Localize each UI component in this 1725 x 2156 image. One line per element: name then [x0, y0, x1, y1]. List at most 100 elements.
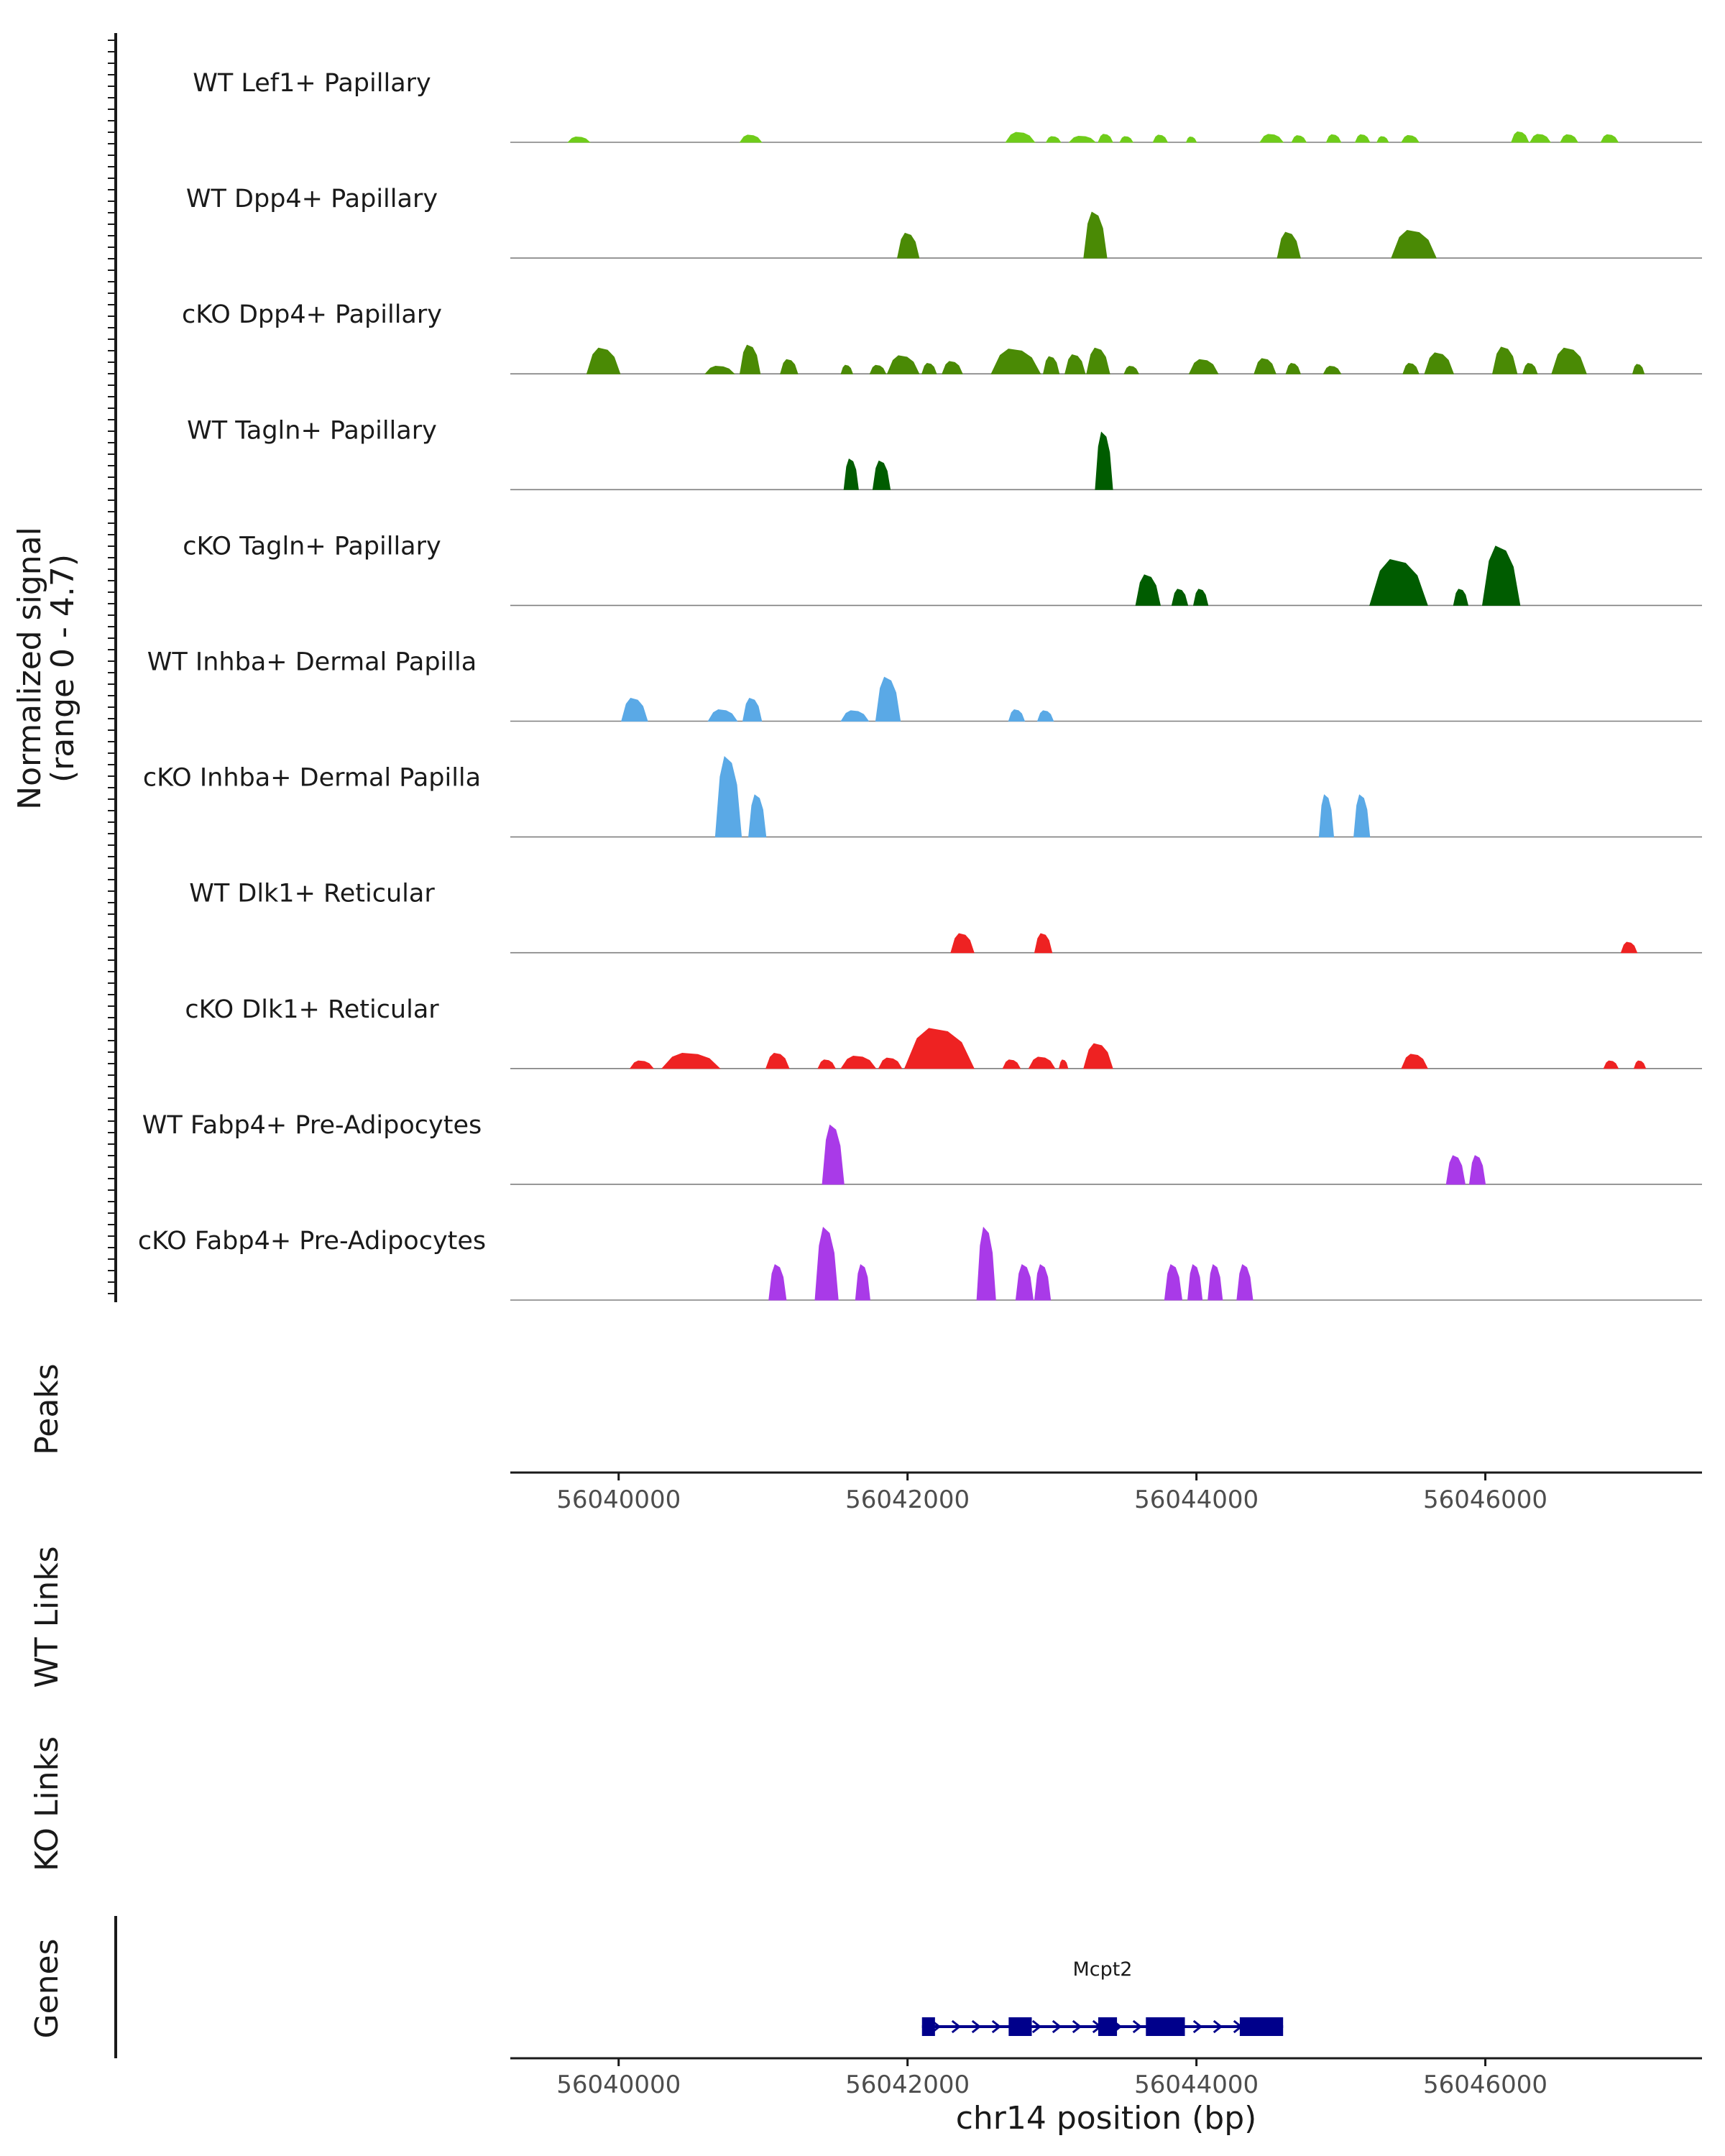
coverage-peak: [886, 355, 920, 374]
coverage-peak: [1322, 366, 1342, 374]
signal-axis-ticks: [108, 40, 116, 1294]
coverage-peak: [1551, 347, 1587, 374]
track: WT Inhba+ Dermal Papilla: [147, 648, 1702, 722]
coverage-peak: [1008, 709, 1026, 722]
bottom-x-axis: 56040000 56042000 56044000 56046000: [510, 2057, 1702, 2099]
coverage-peak: [1036, 710, 1054, 722]
gene-exon: [1098, 2017, 1118, 2036]
coverage-peak: [704, 366, 735, 374]
coverage-peak: [739, 134, 763, 143]
coverage-peak: [1445, 1155, 1466, 1185]
coverage-peak: [990, 349, 1041, 374]
track-label: WT Inhba+ Dermal Papilla: [147, 648, 477, 677]
coverage-peak: [814, 1226, 839, 1301]
coverage-peak: [1083, 211, 1108, 259]
wt-links-panel-title: WT Links: [29, 1546, 65, 1687]
track-label: WT Dpp4+ Papillary: [186, 185, 438, 213]
track: cKO Dlk1+ Reticular: [185, 995, 1702, 1069]
track-label: cKO Fabp4+ Pre-Adipocytes: [138, 1227, 486, 1256]
coverage-peak: [1369, 559, 1428, 606]
coverage-peak: [1401, 1054, 1428, 1069]
coverage-peak: [1236, 1264, 1254, 1301]
track: WT Dpp4+ Papillary: [186, 185, 1702, 259]
track-label: WT Fabp4+ Pre-Adipocytes: [142, 1111, 482, 1140]
coverage-peak: [1123, 366, 1140, 374]
coverage-peak: [1453, 589, 1469, 606]
coverage-peak: [1164, 1264, 1183, 1301]
coverage-peak: [707, 709, 738, 722]
x-tick-label: 56040000: [556, 2070, 681, 2099]
coverage-peak: [1152, 134, 1169, 143]
coverage-peak: [840, 364, 854, 374]
x-axis-title: chr14 position (bp): [956, 2100, 1257, 2137]
coverage-peak: [840, 710, 870, 722]
signal-axis-title: Normalized signal (range 0 - 4.7): [12, 527, 81, 810]
gene-exon: [1239, 2017, 1284, 2036]
x-tick-label: 56046000: [1423, 1485, 1547, 1514]
track-label: cKO Dpp4+ Papillary: [182, 300, 442, 329]
signal-axis-title-line1: Normalized signal: [12, 527, 48, 810]
coverage-peak: [1002, 1059, 1021, 1069]
coverage-peak: [1481, 545, 1521, 606]
x-tick-label: 56046000: [1423, 2070, 1547, 2099]
coverage-peak: [1119, 136, 1134, 143]
x-tick-label: 56042000: [845, 2070, 970, 2099]
coverage-peak: [1291, 135, 1307, 143]
gene-model: Mcpt2: [921, 1958, 1284, 2036]
strand-arrow-icon: [1132, 2019, 1143, 2034]
coverage-peak: [1188, 359, 1219, 374]
coverage-peak: [1098, 134, 1113, 143]
coverage-peak: [1632, 364, 1645, 374]
coverage-peak: [1600, 134, 1619, 143]
coverage-peak: [780, 359, 799, 374]
track-label: WT Tagln+ Papillary: [187, 416, 437, 445]
coverage-peak: [1259, 134, 1284, 143]
coverage-peak: [1042, 356, 1060, 374]
coverage-peak: [1045, 136, 1062, 143]
track-label: cKO Dlk1+ Reticular: [185, 995, 439, 1024]
coverage-peak: [1254, 358, 1276, 374]
coverage-peak: [1276, 231, 1301, 259]
peaks-x-axis: 56040000 56042000 56044000 56046000: [510, 1471, 1702, 1514]
coverage-peak: [1401, 134, 1420, 143]
coverage-peak: [1208, 1263, 1223, 1301]
ko-links-panel-title: KO Links: [29, 1736, 65, 1871]
coverage-peak: [1510, 131, 1530, 143]
track: cKO Fabp4+ Pre-Adipocytes: [138, 1226, 1702, 1301]
coverage-peak: [1059, 1059, 1069, 1069]
coverage-peak: [843, 458, 859, 490]
coverage-peak: [661, 1053, 721, 1069]
coverage-peak: [567, 137, 591, 143]
coverage-peak: [742, 697, 763, 722]
coverage-tracks: WT Lef1+ Papillary WT Dpp4+ Papillary cKO …: [138, 69, 1702, 1301]
track: WT Lef1+ Papillary: [193, 69, 1702, 143]
strand-arrow-icon: [1072, 2019, 1082, 2034]
gene-exon: [1008, 2017, 1032, 2036]
coverage-peak: [1491, 346, 1518, 374]
x-tick-label: 56040000: [556, 1485, 681, 1514]
coverage-peak: [739, 344, 761, 374]
coverage-peak: [1560, 134, 1579, 143]
coverage-peak: [840, 1055, 877, 1069]
coverage-peak: [872, 460, 891, 490]
track: cKO Inhba+ Dermal Papilla: [143, 755, 1702, 838]
x-tick-label: 56044000: [1134, 2070, 1259, 2099]
track-label: cKO Tagln+ Papillary: [183, 532, 441, 561]
coverage-peak: [1028, 1056, 1056, 1069]
coverage-peak: [1402, 363, 1420, 374]
coverage-peak: [1015, 1264, 1034, 1301]
strand-arrow-icon: [951, 2019, 962, 2034]
strand-arrow-icon: [1192, 2019, 1203, 2034]
coverage-peak: [1068, 135, 1097, 143]
coverage-peak: [817, 1059, 837, 1069]
coverage-peak: [942, 361, 963, 374]
coverage-peak: [748, 794, 767, 838]
gene-label: Mcpt2: [1072, 1958, 1132, 1981]
strand-arrow-icon: [991, 2019, 1002, 2034]
coverage-peak: [1086, 347, 1110, 374]
coverage-peak: [714, 755, 742, 838]
track-label: cKO Inhba+ Dermal Papilla: [143, 764, 481, 793]
strand-arrow-icon: [1052, 2019, 1062, 2034]
coverage-peak: [1468, 1155, 1486, 1185]
